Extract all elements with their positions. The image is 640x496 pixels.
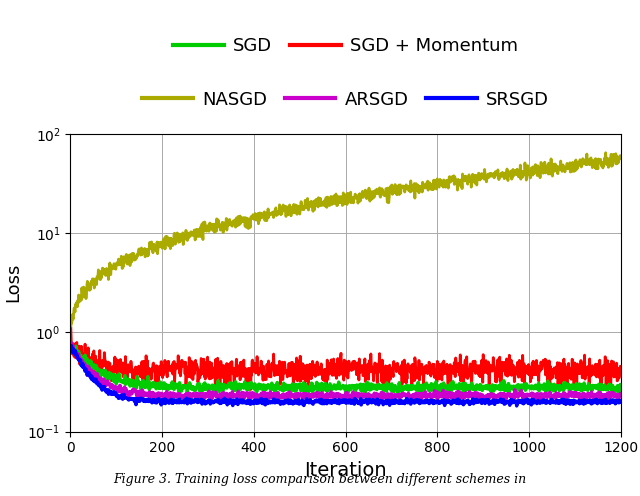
SRSGD bbox=[513, 403, 520, 409]
NASGD bbox=[252, 217, 260, 223]
Line: NASGD: NASGD bbox=[71, 153, 621, 326]
NASGD bbox=[356, 190, 364, 196]
SGD + Momentum bbox=[305, 370, 313, 376]
SGD bbox=[68, 340, 76, 346]
SGD bbox=[617, 383, 625, 389]
SGD bbox=[357, 381, 365, 387]
ARSGD bbox=[216, 399, 223, 405]
SGD bbox=[160, 380, 168, 386]
SGD + Momentum bbox=[159, 372, 167, 378]
ARSGD bbox=[253, 394, 261, 400]
SGD + Momentum bbox=[367, 364, 375, 370]
SGD bbox=[306, 386, 314, 392]
SGD + Momentum bbox=[140, 358, 148, 364]
SGD bbox=[140, 384, 148, 390]
NASGD bbox=[367, 193, 375, 199]
SGD + Momentum bbox=[546, 387, 554, 393]
SGD bbox=[253, 389, 260, 395]
Line: SRSGD: SRSGD bbox=[71, 346, 621, 406]
NASGD bbox=[159, 237, 167, 243]
Line: SGD: SGD bbox=[71, 343, 621, 393]
X-axis label: Iteration: Iteration bbox=[304, 461, 387, 480]
SRSGD bbox=[67, 343, 75, 349]
SRSGD bbox=[368, 400, 376, 406]
NASGD bbox=[617, 154, 625, 160]
SRSGD bbox=[67, 343, 75, 349]
SRSGD bbox=[160, 396, 168, 402]
Y-axis label: Loss: Loss bbox=[4, 263, 22, 303]
Line: ARSGD: ARSGD bbox=[71, 343, 621, 402]
ARSGD bbox=[160, 395, 168, 401]
ARSGD bbox=[140, 392, 148, 398]
SGD + Momentum bbox=[617, 369, 625, 375]
ARSGD bbox=[617, 391, 625, 397]
ARSGD bbox=[307, 394, 314, 400]
SGD + Momentum bbox=[67, 326, 75, 332]
SGD bbox=[369, 384, 376, 390]
Legend: NASGD, ARSGD, SRSGD: NASGD, ARSGD, SRSGD bbox=[135, 83, 556, 116]
NASGD bbox=[305, 202, 313, 208]
SGD + Momentum bbox=[252, 365, 260, 371]
SRSGD bbox=[356, 397, 364, 403]
SGD bbox=[315, 390, 323, 396]
NASGD bbox=[67, 323, 75, 329]
ARSGD bbox=[67, 342, 75, 348]
SRSGD bbox=[617, 399, 625, 405]
ARSGD bbox=[369, 393, 376, 399]
SRSGD bbox=[140, 396, 148, 402]
SGD bbox=[67, 343, 75, 349]
NASGD bbox=[602, 150, 609, 156]
NASGD bbox=[140, 248, 148, 254]
ARSGD bbox=[357, 392, 365, 398]
Line: SGD + Momentum: SGD + Momentum bbox=[71, 329, 621, 390]
Text: Figure 3. Training loss comparison between different schemes in: Figure 3. Training loss comparison betwe… bbox=[113, 473, 527, 486]
ARSGD bbox=[68, 340, 76, 346]
SGD + Momentum bbox=[356, 370, 364, 375]
SRSGD bbox=[253, 398, 260, 404]
SRSGD bbox=[306, 398, 314, 404]
